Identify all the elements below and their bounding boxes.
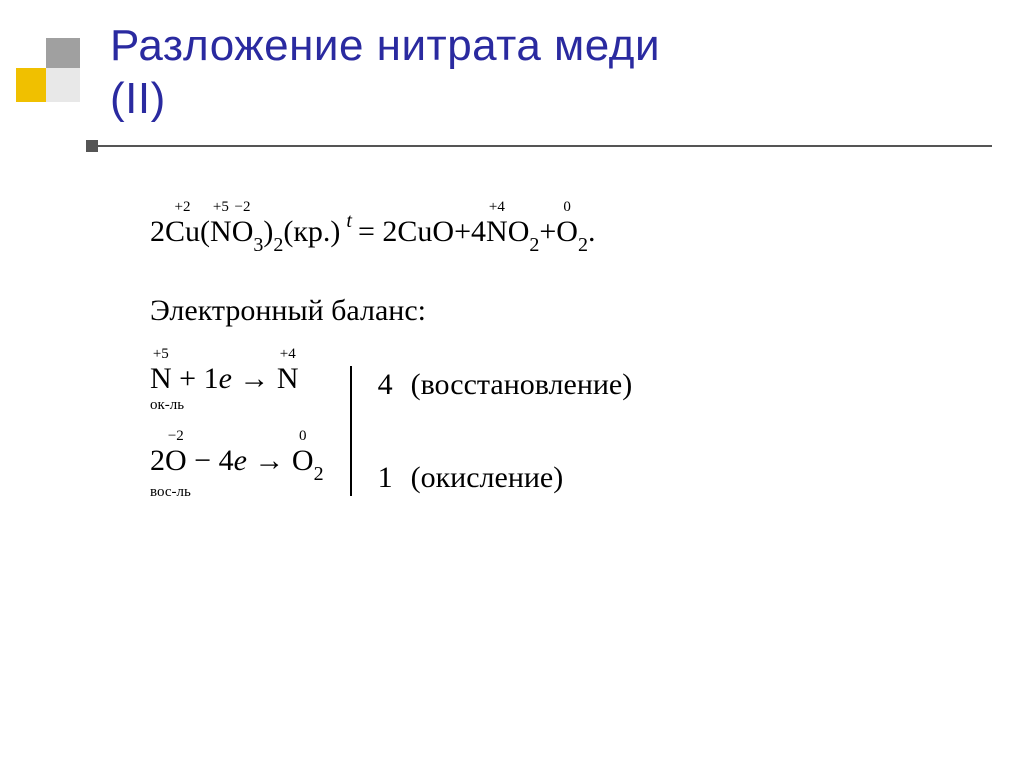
h2-e: e <box>234 444 247 477</box>
logo-square-br <box>46 68 80 102</box>
half-reaction-2: 2−2O − 4e → 0O2 вос-ль <box>150 444 324 483</box>
h1-rhs-ox: +4 <box>280 346 296 363</box>
eq-cu: +2Cu <box>165 215 200 249</box>
half-reaction-1: +5N + 1e → +4N ок-ль <box>150 362 324 396</box>
eq-period: . <box>588 215 596 249</box>
eq-close-sub: 2 <box>273 234 283 256</box>
h2-rhs-ox: 0 <box>299 428 307 445</box>
eq-cu-ox: +2 <box>175 199 191 216</box>
eq-lhs-coef: 2 <box>150 215 165 249</box>
page-title: Разложение нитрата меди (II) <box>110 20 660 126</box>
eq-phase: (кр.) <box>283 215 340 249</box>
balance-right-1: 4 (восстановление) <box>378 362 633 407</box>
h2-mult: 1 <box>378 461 393 495</box>
h1-rhs: +4N <box>277 362 299 396</box>
eq-o-ox: −2 <box>235 199 251 216</box>
balance-grid: +5N + 1e → +4N ок-ль 2−2O − 4e → 0O2 вос… <box>150 362 970 500</box>
slide: Разложение нитрата меди (II) 2+2Cu(+5N−2… <box>0 0 1024 768</box>
eq-rhs3-o: 0O <box>556 215 578 249</box>
balance-title: Электронный баланс: <box>150 294 970 328</box>
eq-rhs2-n-ox: +4 <box>489 199 505 216</box>
logo-square-bl <box>16 68 50 102</box>
h1-label: (восстановление) <box>411 368 633 402</box>
equation: 2+2Cu(+5N−2O3)2 (кр.) t= 2CuO + 4+4NO2 +… <box>150 215 970 254</box>
h2-lhs: −2O <box>165 444 187 478</box>
title-line-2: (II) <box>110 74 166 123</box>
eq-n: +5N <box>210 215 232 249</box>
eq-plus2: + <box>539 215 556 249</box>
title-line-1: Разложение нитрата меди <box>110 21 660 70</box>
eq-equals: = <box>358 215 375 249</box>
h1-mult: 4 <box>378 368 393 402</box>
eq-rhs1-coef: 2 <box>375 215 398 249</box>
rule-line <box>92 145 992 147</box>
h2-role: вос-ль <box>150 484 191 501</box>
eq-rhs2-sub: 2 <box>529 234 539 256</box>
h2-rhs: 0O <box>292 444 314 478</box>
eq-open: ( <box>200 215 210 249</box>
eq-t-label: t <box>346 210 352 233</box>
eq-rhs2-n: +4N <box>486 215 508 249</box>
header: Разложение нитрата меди (II) <box>0 0 1024 185</box>
eq-rhs3-sub: 2 <box>578 234 588 256</box>
eq-n-ox: +5 <box>213 199 229 216</box>
h2-coef: 2 <box>150 444 165 478</box>
balance-left: +5N + 1e → +4N ок-ль 2−2O − 4e → 0O2 вос… <box>150 362 350 500</box>
h2-op: − 4 <box>187 444 234 477</box>
h1-op: + 1 <box>172 362 219 395</box>
eq-rhs2-coef: 4 <box>471 215 486 249</box>
balance-right-2: 1 (окисление) <box>378 455 633 500</box>
h1-arrow: → <box>232 362 277 395</box>
h2-rhs-sub: 2 <box>314 463 324 485</box>
h2-lhs-ox: −2 <box>168 428 184 445</box>
eq-rhs1: CuO <box>397 215 454 249</box>
content: 2+2Cu(+5N−2O3)2 (кр.) t= 2CuO + 4+4NO2 +… <box>150 215 970 500</box>
h1-lhs-ox: +5 <box>153 346 169 363</box>
eq-rhs3-o-ox: 0 <box>563 199 571 216</box>
h2-arrow: → <box>247 444 292 477</box>
eq-close: ) <box>263 215 273 249</box>
logo-icon <box>16 38 88 110</box>
h1-lhs: +5N <box>150 362 172 396</box>
eq-rhs2-o: O <box>508 215 530 249</box>
eq-o-sub: 3 <box>253 234 263 256</box>
logo-square-top <box>46 38 80 72</box>
eq-o: −2O <box>232 215 254 249</box>
h2-label: (окисление) <box>411 461 564 495</box>
h1-role: ок-ль <box>150 397 184 414</box>
h1-e: e <box>219 362 232 395</box>
eq-plus1: + <box>454 215 471 249</box>
balance-right: 4 (восстановление) 1 (окисление) <box>352 362 633 500</box>
